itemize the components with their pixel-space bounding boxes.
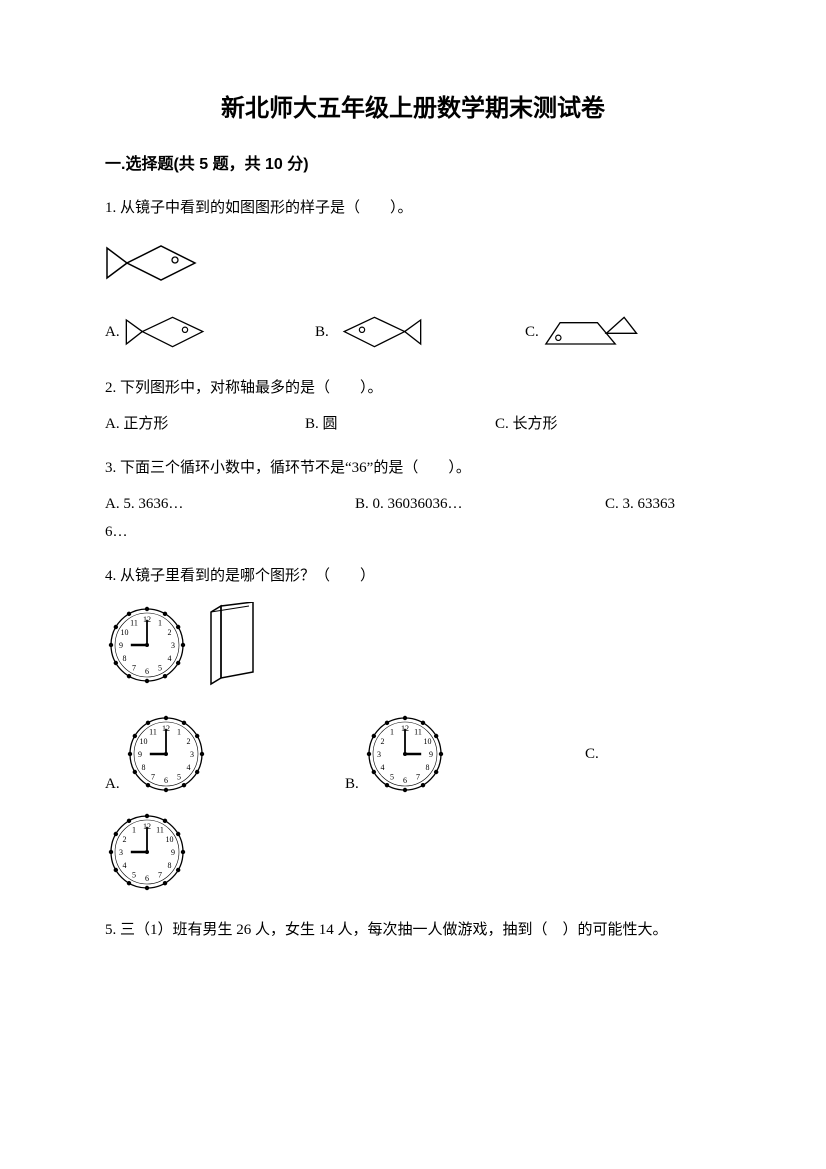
svg-text:2: 2: [122, 835, 126, 844]
q3-option-c: C. 3. 63363: [605, 492, 675, 516]
clock-9-icon: 121234567891011: [105, 603, 189, 687]
svg-text:6: 6: [145, 874, 149, 883]
q3-text: 3. 下面三个循环小数中，循环节不是“36”的是（ ）。: [105, 456, 721, 480]
svg-text:7: 7: [416, 773, 420, 782]
q1-a-label: A.: [105, 320, 120, 344]
q2-option-c: C. 长方形: [495, 412, 558, 436]
svg-text:8: 8: [425, 763, 429, 772]
q4-options-row2: 121110987654321: [105, 810, 721, 894]
question-3: 3. 下面三个循环小数中，循环节不是“36”的是（ ）。 A. 5. 3636……: [105, 456, 721, 544]
svg-text:11: 11: [130, 618, 138, 627]
question-2: 2. 下列图形中，对称轴最多的是（ ）。 A. 正方形 B. 圆 C. 长方形: [105, 376, 721, 436]
svg-text:8: 8: [122, 654, 126, 663]
svg-text:1: 1: [390, 727, 394, 736]
svg-text:2: 2: [168, 628, 172, 637]
svg-text:6: 6: [164, 776, 168, 785]
q2-options: A. 正方形 B. 圆 C. 长方形: [105, 412, 721, 436]
q1-option-c: C.: [525, 312, 643, 352]
question-5: 5. 三（1）班有男生 26 人，女生 14 人，每次抽一人做游戏，抽到（ ）的…: [105, 918, 721, 942]
q4-options-row1: A. 121234567891011 B. 121110987654321 C.: [105, 712, 721, 796]
svg-text:5: 5: [158, 664, 162, 673]
svg-text:3: 3: [377, 750, 381, 759]
svg-text:10: 10: [166, 835, 174, 844]
svg-text:7: 7: [132, 664, 136, 673]
svg-text:1: 1: [132, 825, 136, 834]
svg-text:2: 2: [380, 737, 384, 746]
svg-text:4: 4: [380, 763, 384, 772]
svg-text:4: 4: [168, 654, 172, 663]
svg-text:4: 4: [122, 861, 126, 870]
q1-figure: [105, 238, 721, 288]
fish-c-icon: [543, 312, 643, 352]
svg-text:5: 5: [390, 773, 394, 782]
q4-option-c: C.: [585, 742, 603, 766]
q1-options: A. B. C.: [105, 312, 721, 352]
q4-option-b: B. 121110987654321: [345, 712, 585, 796]
mirror-icon: [207, 602, 257, 688]
q3-option-a: A. 5. 3636…: [105, 492, 355, 516]
question-1: 1. 从镜子中看到的如图图形的样子是（ ）。 A. B.: [105, 196, 721, 352]
svg-text:8: 8: [168, 861, 172, 870]
svg-text:9: 9: [138, 750, 142, 759]
fish-b-icon: [333, 312, 423, 352]
q4-option-a: A. 121234567891011: [105, 712, 345, 796]
svg-text:10: 10: [423, 737, 431, 746]
clock-c-icon: 121110987654321: [105, 810, 189, 894]
q3-option-c-trail: 6…: [105, 520, 721, 544]
q4-figure: 121234567891011: [105, 602, 721, 688]
svg-text:11: 11: [156, 825, 164, 834]
q1-b-label: B.: [315, 320, 329, 344]
svg-text:3: 3: [171, 641, 175, 650]
svg-text:7: 7: [151, 773, 155, 782]
q3-options: A. 5. 3636… B. 0. 36036036… C. 3. 63363: [105, 492, 721, 516]
clock-a-icon: 121234567891011: [124, 712, 208, 796]
q2-option-b: B. 圆: [305, 412, 495, 436]
q1-option-a: A.: [105, 312, 315, 352]
svg-text:1: 1: [158, 618, 162, 627]
question-4: 4. 从镜子里看到的是哪个图形？（ ） 121234567891011 A. 1…: [105, 564, 721, 894]
q4-c-label: C.: [585, 742, 599, 766]
svg-text:6: 6: [403, 776, 407, 785]
q2-option-a: A. 正方形: [105, 412, 305, 436]
q4-a-label: A.: [105, 772, 120, 796]
svg-text:4: 4: [186, 763, 190, 772]
q2-text: 2. 下列图形中，对称轴最多的是（ ）。: [105, 376, 721, 400]
svg-text:11: 11: [149, 727, 157, 736]
q1-option-b: B.: [315, 312, 525, 352]
svg-text:9: 9: [171, 848, 175, 857]
svg-text:9: 9: [119, 641, 123, 650]
svg-text:1: 1: [177, 727, 181, 736]
q4-text: 4. 从镜子里看到的是哪个图形？（ ）: [105, 564, 721, 588]
svg-text:6: 6: [145, 667, 149, 676]
svg-text:5: 5: [177, 773, 181, 782]
q1-text: 1. 从镜子中看到的如图图形的样子是（ ）。: [105, 196, 721, 220]
svg-text:2: 2: [186, 737, 190, 746]
fish-a-icon: [124, 312, 214, 352]
clock-b-icon: 121110987654321: [363, 712, 447, 796]
page-title: 新北师大五年级上册数学期末测试卷: [105, 90, 721, 128]
svg-text:11: 11: [414, 727, 422, 736]
svg-text:8: 8: [141, 763, 145, 772]
svg-text:3: 3: [119, 848, 123, 857]
q4-b-label: B.: [345, 772, 359, 796]
section-1-header: 一.选择题(共 5 题，共 10 分): [105, 152, 721, 178]
fish-icon: [105, 238, 205, 288]
svg-text:10: 10: [139, 737, 147, 746]
svg-text:7: 7: [158, 871, 162, 880]
svg-text:9: 9: [429, 750, 433, 759]
q3-option-b: B. 0. 36036036…: [355, 492, 605, 516]
svg-text:3: 3: [190, 750, 194, 759]
svg-text:10: 10: [120, 628, 128, 637]
q5-text: 5. 三（1）班有男生 26 人，女生 14 人，每次抽一人做游戏，抽到（ ）的…: [105, 918, 721, 942]
svg-text:5: 5: [132, 871, 136, 880]
q1-c-label: C.: [525, 320, 539, 344]
